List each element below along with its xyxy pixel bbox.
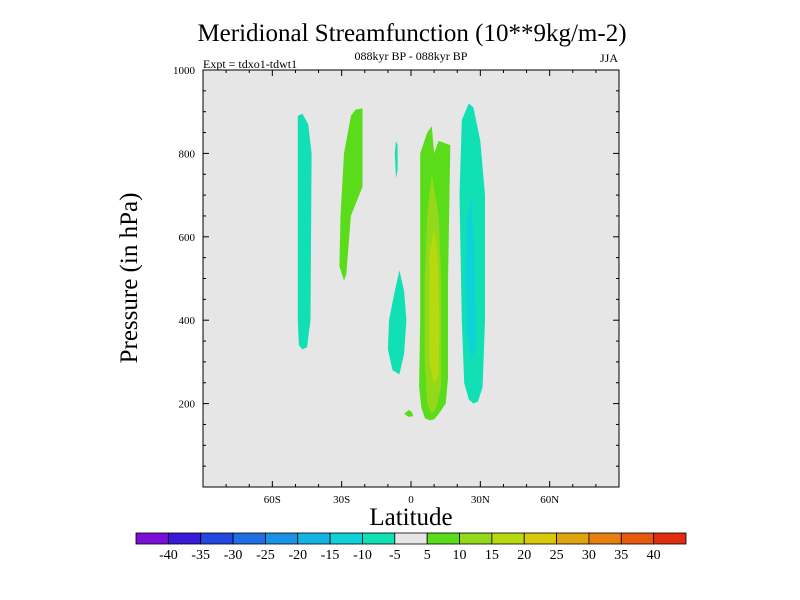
colorbar-label: -5 bbox=[389, 548, 401, 563]
contour-region-neg-cell-50s bbox=[297, 113, 312, 350]
subtitle-experiment: Expt = tdxo1-tdwt1 bbox=[203, 57, 297, 71]
y-tick-label: 800 bbox=[179, 148, 196, 160]
colorbar-label: -30 bbox=[224, 548, 243, 563]
y-tick-label: 600 bbox=[179, 232, 196, 244]
colorbar-swatch bbox=[265, 532, 299, 545]
colorbar-swatch bbox=[135, 532, 169, 545]
colorbar-swatch bbox=[653, 532, 687, 545]
colorbar-swatch bbox=[459, 532, 493, 545]
colorbar-label: 25 bbox=[550, 548, 564, 563]
chart-title: Meridional Streamfunction (10**9kg/m-2) bbox=[197, 20, 626, 47]
colorbar-swatch bbox=[620, 532, 655, 545]
contour-region-neg-sliver-5s bbox=[394, 140, 398, 179]
colorbar-swatch bbox=[556, 532, 590, 545]
colorbar-label: 40 bbox=[647, 548, 661, 563]
contour-regions bbox=[297, 103, 485, 421]
x-axis-title: Latitude bbox=[369, 504, 452, 531]
colorbar-label: -10 bbox=[353, 548, 372, 563]
subtitle-period: 088kyr BP - 088kyr BP bbox=[355, 49, 468, 63]
x-tick-label: 60S bbox=[264, 494, 281, 506]
colorbar-label: 5 bbox=[424, 548, 431, 563]
colorbar-swatch bbox=[394, 532, 428, 545]
colorbar-label: -20 bbox=[288, 548, 307, 563]
y-tick-label: 200 bbox=[179, 399, 196, 411]
x-tick-label: 30S bbox=[333, 494, 350, 506]
contour-region-neg-cell-10s bbox=[387, 270, 407, 375]
colorbar-label: 15 bbox=[485, 548, 499, 563]
plot-area bbox=[203, 70, 619, 487]
x-tick-label: 0 bbox=[408, 494, 414, 506]
contour-region-pos-speck-3s bbox=[404, 409, 414, 417]
y-axis-title: Pressure (in hPa) bbox=[116, 193, 143, 364]
colorbar-swatch bbox=[523, 532, 557, 545]
axis-ticks: 60S 30S 0 30N 60N 200 400 600 800 1000 bbox=[173, 65, 619, 506]
x-tick-label: 60N bbox=[540, 494, 559, 506]
colorbar-swatch bbox=[232, 532, 266, 545]
colorbar-label: 10 bbox=[453, 548, 467, 563]
colorbar-label: 30 bbox=[582, 548, 596, 563]
colorbar: -40 -35 -30 -25 -20 -15 -10 -5 5 10 15 20 25 30 35 40 bbox=[135, 532, 687, 563]
colorbar-swatch bbox=[200, 532, 234, 545]
colorbar-swatch bbox=[362, 532, 396, 545]
colorbar-label: 20 bbox=[517, 548, 531, 563]
colorbar-swatch bbox=[588, 532, 622, 545]
colorbar-swatch bbox=[167, 532, 202, 545]
colorbar-swatch bbox=[491, 532, 525, 545]
colorbar-swatch bbox=[426, 532, 460, 545]
colorbar-swatch bbox=[329, 532, 363, 545]
y-tick-label: 1000 bbox=[173, 65, 196, 77]
colorbar-swatch bbox=[297, 532, 331, 545]
colorbar-label: -40 bbox=[159, 548, 178, 563]
colorbar-label: 35 bbox=[614, 548, 628, 563]
colorbar-label: -15 bbox=[321, 548, 340, 563]
colorbar-label: -35 bbox=[191, 548, 210, 563]
subtitle-season: JJA bbox=[600, 51, 618, 65]
y-tick-label: 400 bbox=[179, 315, 196, 327]
contour-region-pos-cell-10n-core bbox=[429, 228, 440, 385]
x-tick-label: 30N bbox=[471, 494, 490, 506]
contour-region-pos-cell-30s bbox=[339, 108, 363, 281]
contour-region-neg-cell-30n-inner bbox=[465, 199, 476, 358]
colorbar-label: -25 bbox=[256, 548, 275, 563]
